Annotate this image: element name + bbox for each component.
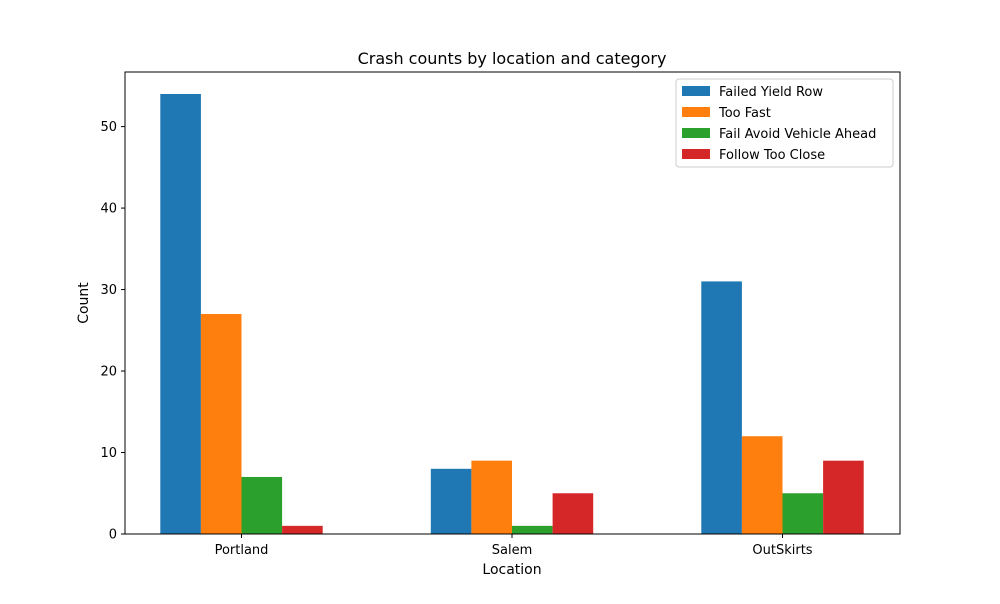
legend-entry-label: Failed Yield Row <box>719 85 823 100</box>
bar-outskirts-3 <box>782 493 824 534</box>
bar-portland-4 <box>282 525 323 534</box>
bar-outskirts-2 <box>741 436 783 534</box>
y-tick-label: 20 <box>100 365 117 380</box>
x-axis-label: Location <box>482 562 541 578</box>
legend-swatch <box>682 128 710 138</box>
y-axis: 0 10 20 30 40 50 <box>100 120 125 543</box>
x-tick-label: Portland <box>215 543 269 558</box>
y-tick-label: 10 <box>100 446 117 461</box>
legend-swatch <box>682 86 710 96</box>
legend-frame <box>675 78 894 168</box>
bar-salem-2 <box>471 460 512 534</box>
x-tick-label: Salem <box>492 543 533 558</box>
x-tick-label: OutSkirts <box>752 543 812 558</box>
y-tick-label: 50 <box>100 120 117 135</box>
bar-outskirts-4 <box>823 460 864 534</box>
y-tick-label: 30 <box>100 283 117 298</box>
x-axis: Portland Salem OutSkirts <box>215 534 813 558</box>
y-tick-label: 40 <box>100 202 117 217</box>
legend-swatch <box>682 107 710 117</box>
y-axis-label: Count <box>76 282 92 324</box>
bar-outskirts-1 <box>701 281 742 534</box>
bar-portland-2 <box>200 314 242 534</box>
bar-salem-4 <box>552 493 594 534</box>
y-tick-label: 0 <box>109 528 117 543</box>
bars-group <box>160 94 864 534</box>
bar-portland-1 <box>160 94 201 534</box>
bar-salem-3 <box>512 525 553 534</box>
legend-entry-label: Follow Too Close <box>719 148 825 163</box>
legend: Failed Yield Row Too Fast Fail Avoid Vehic… <box>675 78 894 168</box>
bar-portland-3 <box>241 476 283 534</box>
legend-entry-label: Fail Avoid Vehicle Ahead <box>719 127 876 142</box>
bar-salem-1 <box>430 468 472 534</box>
plot-frame <box>124 71 901 535</box>
chart-title: Crash counts by location and category <box>358 49 667 68</box>
legend-swatch <box>682 149 710 159</box>
legend-entry-label: Too Fast <box>718 106 771 121</box>
